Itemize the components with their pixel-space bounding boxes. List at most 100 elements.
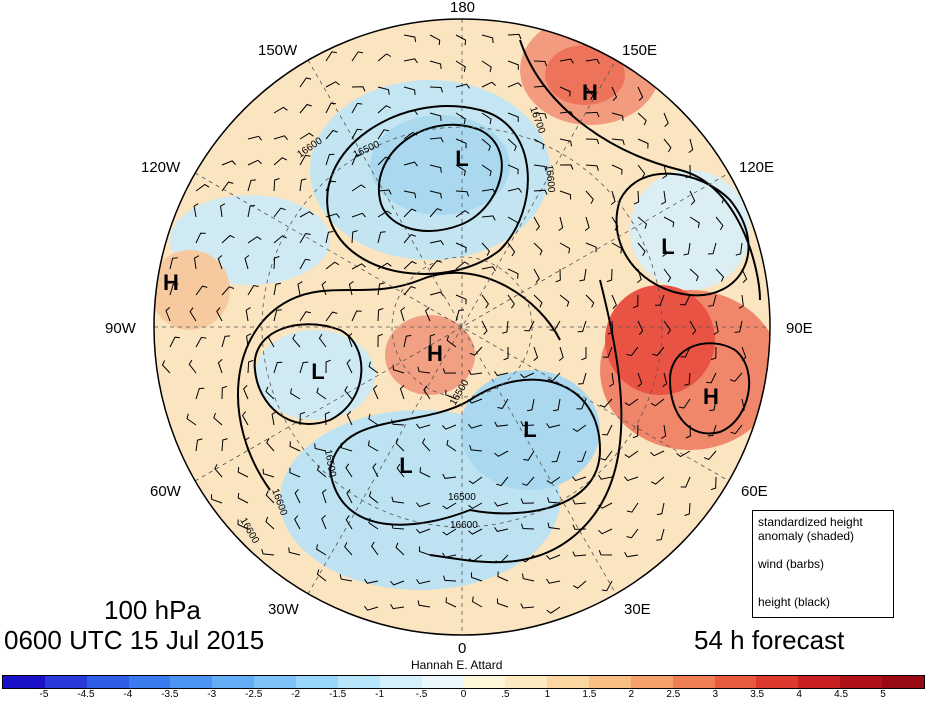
lon-label-150w: 150W bbox=[258, 42, 298, 59]
wind-barb bbox=[715, 216, 724, 231]
wind-barb bbox=[346, 359, 353, 374]
wind-barb bbox=[650, 398, 665, 407]
wind-barb bbox=[325, 359, 331, 374]
wind-barb bbox=[193, 255, 200, 270]
wind-barb bbox=[316, 544, 327, 556]
colorbar-tick-label: 1 bbox=[544, 689, 551, 700]
wind-barb bbox=[372, 463, 379, 478]
wind-barb bbox=[533, 346, 539, 361]
wind-barb bbox=[680, 346, 691, 358]
anomaly-negative-alaska-core bbox=[370, 115, 510, 215]
colorbar-segment bbox=[44, 676, 87, 688]
wind-barb bbox=[429, 260, 443, 270]
wind-barb bbox=[507, 33, 522, 40]
wind-barb bbox=[637, 112, 647, 126]
wind-barb bbox=[624, 398, 639, 407]
wind-barb bbox=[455, 261, 470, 270]
wind-barb bbox=[585, 242, 597, 253]
wind-barb bbox=[273, 235, 287, 244]
wind-barb bbox=[429, 112, 442, 121]
wind-barb bbox=[455, 210, 470, 218]
wind-barb bbox=[533, 242, 543, 256]
colorbar-segment bbox=[170, 676, 213, 688]
wind-barb bbox=[316, 387, 327, 400]
wind-barb bbox=[273, 361, 283, 374]
wind-barb bbox=[429, 34, 441, 46]
wind-barb bbox=[299, 132, 314, 140]
wind-barb bbox=[299, 103, 312, 114]
wind-barb bbox=[527, 398, 535, 412]
wind-barb bbox=[507, 60, 519, 70]
wind-barb bbox=[186, 413, 197, 426]
colorbar-segment bbox=[463, 676, 506, 688]
wind-barb bbox=[729, 372, 743, 382]
wind-barb bbox=[364, 578, 379, 584]
wind-barb bbox=[345, 515, 353, 530]
wind-barb bbox=[377, 105, 391, 114]
wind-barb bbox=[608, 372, 615, 387]
wind-barb bbox=[559, 58, 574, 64]
wind-barb bbox=[468, 502, 483, 510]
wind-barb bbox=[293, 515, 301, 530]
contour-alaska-low bbox=[326, 105, 529, 275]
wind-barb bbox=[377, 189, 392, 195]
wind-barb bbox=[533, 189, 548, 195]
wind-barb bbox=[165, 307, 171, 322]
wind-barb bbox=[468, 423, 483, 429]
wind-barb bbox=[442, 368, 457, 374]
contour-atlantic-low bbox=[328, 378, 602, 526]
wind-barb bbox=[195, 183, 210, 192]
wind-barb bbox=[663, 268, 672, 283]
wind-barb bbox=[637, 86, 644, 101]
wind-barb bbox=[403, 86, 416, 95]
lon-label-120w: 120W bbox=[141, 159, 181, 176]
wind-barb bbox=[429, 190, 442, 199]
wind-barb bbox=[655, 294, 665, 306]
wind-barb bbox=[524, 320, 535, 332]
wind-barb bbox=[247, 236, 262, 244]
wind-barb bbox=[688, 138, 694, 154]
wind-barb bbox=[169, 257, 178, 270]
wind-barb bbox=[469, 444, 483, 452]
wind-barb bbox=[503, 346, 509, 361]
wind-barb bbox=[585, 164, 599, 171]
wind-barb bbox=[572, 524, 587, 530]
wind-barb bbox=[351, 310, 362, 322]
wind-barb bbox=[273, 309, 282, 322]
lon-label-60w: 60W bbox=[150, 483, 181, 500]
wind-barb bbox=[585, 138, 600, 145]
wind-barb bbox=[626, 346, 639, 357]
wind-barb bbox=[325, 81, 340, 88]
wind-barb bbox=[650, 450, 665, 457]
wind-barb bbox=[351, 154, 362, 166]
wind-barb bbox=[442, 424, 457, 430]
wind-barb bbox=[624, 450, 639, 459]
wind-barb bbox=[266, 438, 275, 452]
wind-barb bbox=[442, 502, 457, 510]
wind-barb bbox=[468, 554, 483, 563]
wind-barb bbox=[610, 190, 616, 205]
wind-barb bbox=[351, 128, 363, 140]
wind-barb bbox=[533, 268, 540, 283]
wind-barb bbox=[656, 528, 665, 541]
colorbar-segment bbox=[212, 676, 255, 688]
wind-barb bbox=[344, 385, 353, 400]
wind-barb bbox=[189, 307, 197, 322]
low-center-atlantic: L bbox=[399, 453, 412, 478]
wind-barb bbox=[346, 411, 353, 426]
wind-barb bbox=[533, 216, 541, 231]
wind-barb bbox=[390, 604, 405, 610]
wind-barb bbox=[662, 164, 668, 179]
meridian-120 bbox=[194, 172, 730, 482]
wind-barb bbox=[345, 463, 353, 478]
wind-barb bbox=[576, 398, 587, 410]
wind-barb bbox=[558, 216, 564, 232]
lon-label-30e: 30E bbox=[624, 601, 651, 618]
wind-barb bbox=[611, 164, 623, 175]
wind-barb bbox=[520, 498, 535, 504]
wind-barb bbox=[481, 34, 494, 43]
wind-barb bbox=[689, 268, 699, 282]
contour-alaska-inner bbox=[377, 123, 503, 232]
wind-barb bbox=[403, 110, 418, 115]
wind-barb bbox=[481, 138, 491, 151]
